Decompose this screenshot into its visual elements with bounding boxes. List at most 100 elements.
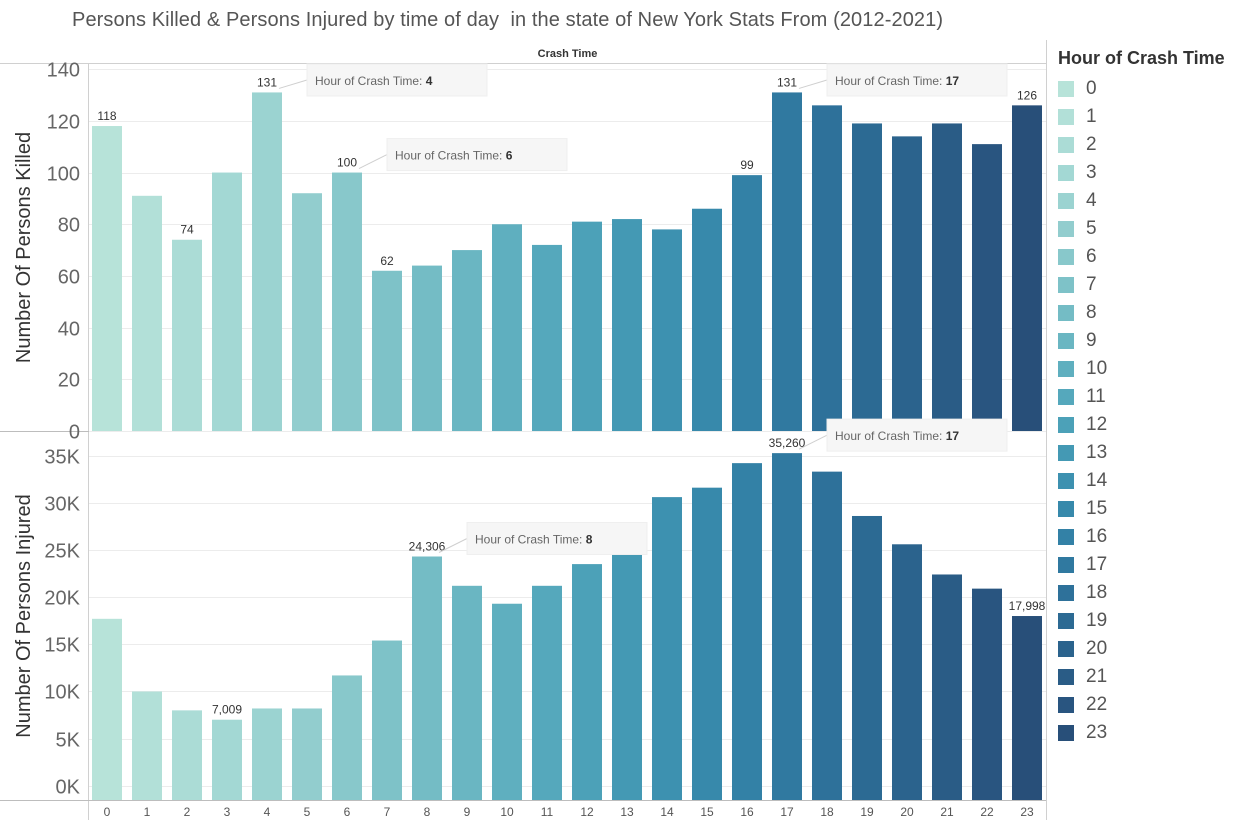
y-tick-label: 30K bbox=[44, 494, 80, 516]
data-label: 17,998 bbox=[1009, 599, 1046, 613]
tooltip-box bbox=[826, 63, 1008, 97]
legend-item[interactable]: 4 bbox=[1058, 187, 1242, 215]
legend-item[interactable]: 10 bbox=[1058, 355, 1242, 383]
x-tick-label: 14 bbox=[660, 805, 674, 819]
data-label: 62 bbox=[380, 254, 394, 268]
legend-label: 3 bbox=[1086, 162, 1097, 183]
legend-swatch bbox=[1058, 445, 1074, 461]
bar bbox=[692, 208, 722, 431]
legend-item[interactable]: 3 bbox=[1058, 159, 1242, 187]
legend-label: 14 bbox=[1086, 470, 1108, 491]
y-tick-label: 10K bbox=[44, 682, 80, 704]
legend-item[interactable]: 17 bbox=[1058, 551, 1242, 579]
legend-label: 4 bbox=[1086, 190, 1097, 211]
bar bbox=[972, 144, 1002, 431]
legend-item[interactable]: 18 bbox=[1058, 579, 1242, 607]
x-tick-label: 3 bbox=[224, 805, 231, 819]
x-tick-label: 16 bbox=[740, 805, 754, 819]
bar bbox=[932, 123, 962, 431]
x-tick-label: 2 bbox=[184, 805, 191, 819]
bar bbox=[332, 172, 362, 431]
bar bbox=[412, 556, 442, 800]
legend-item[interactable]: 12 bbox=[1058, 411, 1242, 439]
y-axis-title: Number Of Persons Injured bbox=[13, 494, 35, 737]
legend-swatch bbox=[1058, 641, 1074, 657]
bar bbox=[732, 175, 762, 431]
legend-item[interactable]: 23 bbox=[1058, 719, 1242, 747]
legend-title: Hour of Crash Time bbox=[1058, 48, 1225, 68]
bar bbox=[892, 544, 922, 800]
x-tick-label: 19 bbox=[860, 805, 874, 819]
legend-item[interactable]: 22 bbox=[1058, 691, 1242, 719]
legend-item[interactable]: 21 bbox=[1058, 663, 1242, 691]
data-label: 74 bbox=[180, 223, 194, 237]
legend-label: 1 bbox=[1086, 106, 1097, 127]
legend-swatch bbox=[1058, 473, 1074, 489]
legend-label: 9 bbox=[1086, 330, 1097, 351]
legend-item[interactable]: 2 bbox=[1058, 131, 1242, 159]
legend-item[interactable]: 6 bbox=[1058, 243, 1242, 271]
legend-label: 10 bbox=[1086, 358, 1108, 379]
legend-swatch bbox=[1058, 529, 1074, 545]
bar bbox=[332, 675, 362, 800]
x-tick-label: 20 bbox=[900, 805, 914, 819]
bar bbox=[532, 244, 562, 431]
legend-item[interactable]: 16 bbox=[1058, 523, 1242, 551]
x-tick-label: 13 bbox=[620, 805, 634, 819]
legend-swatch bbox=[1058, 669, 1074, 685]
bar bbox=[972, 588, 1002, 800]
bar bbox=[932, 574, 962, 800]
x-tick-label: 5 bbox=[304, 805, 311, 819]
legend-item[interactable]: 7 bbox=[1058, 271, 1242, 299]
bar bbox=[572, 564, 602, 800]
legend-item[interactable]: 0 bbox=[1058, 75, 1242, 103]
legend-swatch bbox=[1058, 557, 1074, 573]
legend-swatch bbox=[1058, 165, 1074, 181]
bar bbox=[612, 553, 642, 800]
legend-item[interactable]: 11 bbox=[1058, 383, 1242, 411]
legend-item[interactable]: 19 bbox=[1058, 607, 1242, 635]
legend-item[interactable]: 9 bbox=[1058, 327, 1242, 355]
tooltip-box bbox=[306, 63, 488, 97]
bar bbox=[572, 221, 602, 431]
bar bbox=[1012, 105, 1042, 431]
x-tick-label: 18 bbox=[820, 805, 834, 819]
tooltip-prefix: Hour of Crash Time: bbox=[395, 149, 506, 163]
column-header: Crash Time bbox=[538, 48, 598, 60]
legend-swatch bbox=[1058, 277, 1074, 293]
y-tick-label: 80 bbox=[58, 215, 80, 237]
tooltip-prefix: Hour of Crash Time: bbox=[835, 74, 946, 88]
bar bbox=[772, 92, 802, 432]
x-tick-label: 11 bbox=[541, 805, 554, 819]
legend-item[interactable]: 13 bbox=[1058, 439, 1242, 467]
legend-item[interactable]: 15 bbox=[1058, 495, 1242, 523]
legend-label: 5 bbox=[1086, 218, 1097, 239]
legend-item[interactable]: 14 bbox=[1058, 467, 1242, 495]
chart-title: Persons Killed & Persons Injured by time… bbox=[72, 9, 944, 31]
legend-swatch bbox=[1058, 501, 1074, 517]
legend-swatch bbox=[1058, 389, 1074, 405]
legend-label: 13 bbox=[1086, 442, 1108, 463]
bar bbox=[212, 172, 242, 431]
x-tick-label: 1 bbox=[144, 805, 151, 819]
legend-label: 11 bbox=[1086, 386, 1106, 407]
bar bbox=[92, 126, 122, 431]
legend-swatch bbox=[1058, 725, 1074, 741]
bar bbox=[172, 710, 202, 800]
legend-label: 23 bbox=[1086, 722, 1108, 743]
bar bbox=[452, 585, 482, 800]
y-tick-label: 0K bbox=[56, 777, 81, 799]
legend-label: 16 bbox=[1086, 526, 1108, 547]
legend-item[interactable]: 5 bbox=[1058, 215, 1242, 243]
tooltip-value: 17 bbox=[946, 74, 960, 88]
tooltip-prefix: Hour of Crash Time: bbox=[835, 429, 946, 443]
legend-item[interactable]: 1 bbox=[1058, 103, 1242, 131]
bar bbox=[292, 193, 322, 431]
legend-item[interactable]: 8 bbox=[1058, 299, 1242, 327]
data-label: 100 bbox=[337, 156, 357, 170]
tooltip-value: 17 bbox=[946, 429, 960, 443]
legend-label: 7 bbox=[1086, 274, 1097, 295]
x-tick-label: 7 bbox=[384, 805, 391, 819]
legend-item[interactable]: 20 bbox=[1058, 635, 1242, 663]
bar bbox=[212, 719, 242, 800]
